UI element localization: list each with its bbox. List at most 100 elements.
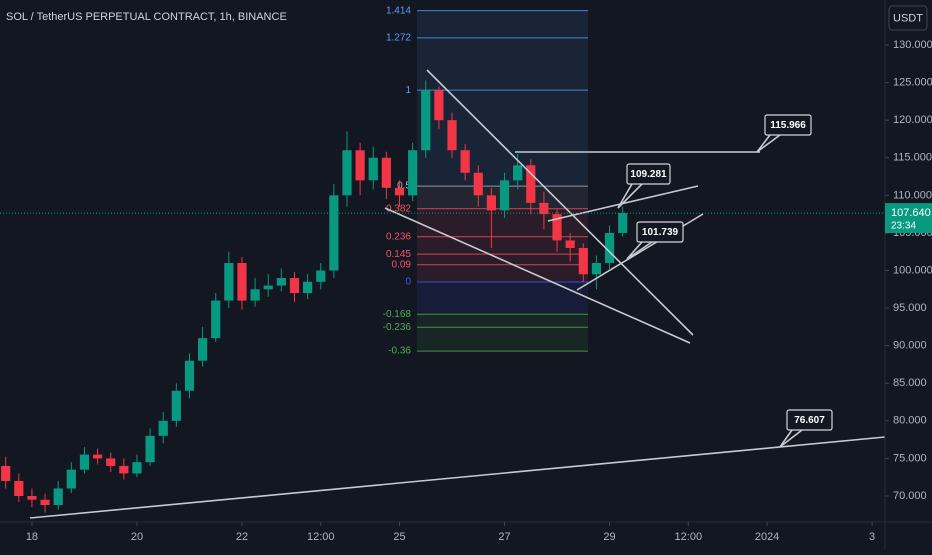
fib-label: 0.236 (386, 231, 411, 242)
candle-body (158, 420, 168, 436)
candle-body (421, 90, 431, 151)
callout: 115.966 (756, 114, 812, 153)
currency-label: USDT (893, 12, 923, 24)
x-tick-label: 29 (603, 531, 615, 543)
x-tick-label: 25 (393, 531, 405, 543)
candle-body (460, 150, 470, 173)
last-price-label: 107.640 (891, 207, 931, 219)
candle-body (171, 390, 181, 421)
fib-band (417, 264, 588, 283)
candle-body (604, 232, 615, 263)
candle-body (211, 300, 221, 339)
candle-body (263, 285, 273, 290)
candle-body (184, 360, 195, 391)
candle-body (618, 213, 628, 233)
x-tick-label: 27 (498, 531, 510, 543)
y-tick-label: 75.000 (893, 452, 927, 464)
x-tick-label: 12:00 (675, 531, 703, 543)
candle-body (316, 270, 326, 282)
candle-body (565, 240, 575, 248)
fib-band (417, 236, 588, 255)
candle-body (381, 157, 391, 188)
fib-label: 0 (405, 277, 411, 288)
candle-body (92, 454, 103, 459)
y-tick-label: 120.000 (893, 114, 932, 126)
candle-body (14, 480, 24, 496)
fib-band (417, 10, 588, 38)
callout: 109.281 (617, 163, 671, 209)
candle-body (53, 488, 63, 506)
y-tick-label: 80.000 (893, 415, 927, 427)
candle-body (578, 247, 588, 275)
fib-label: 1.414 (386, 5, 411, 16)
y-tick-label: 90.000 (893, 340, 927, 352)
candle-body (552, 214, 562, 241)
x-tick-label: 22 (236, 531, 248, 543)
y-tick-label: 100.000 (893, 264, 932, 276)
candle-body (289, 278, 300, 294)
candle-body (394, 187, 405, 196)
y-tick-label: 125.000 (893, 77, 932, 89)
x-tick-label: 20 (131, 531, 143, 543)
candle-body (473, 172, 483, 196)
candle-body (79, 454, 90, 470)
candle-body (526, 165, 536, 203)
last-price-tag (885, 203, 932, 234)
candle-body (198, 338, 208, 361)
candle-body (447, 120, 457, 151)
candle-body (276, 278, 286, 286)
candle-body (106, 458, 116, 466)
fib-label: -0.36 (388, 346, 411, 357)
fib-band (417, 314, 588, 328)
callout: 101.739 (626, 221, 684, 260)
candle-body (486, 195, 496, 211)
currency-button[interactable] (888, 5, 928, 31)
candle-body (119, 465, 129, 474)
x-tick-label: 18 (26, 531, 38, 543)
candle-body (355, 150, 365, 181)
y-tick-label: 95.000 (893, 302, 927, 314)
candle-body (513, 165, 523, 181)
fib-label: 0.09 (392, 259, 412, 270)
fib-label: 0.382 (386, 203, 411, 214)
candle-body (434, 90, 444, 121)
candle-body (499, 180, 510, 211)
callout-label: 76.607 (794, 415, 825, 426)
candle-body (539, 202, 549, 215)
candle-body (1, 465, 11, 481)
y-tick-label: 85.000 (893, 377, 927, 389)
callout-label: 115.966 (770, 120, 806, 131)
candle-body (145, 435, 155, 463)
y-tick-label: 115.000 (893, 152, 932, 164)
countdown-label: 23:34 (891, 221, 916, 232)
candle-body (303, 281, 313, 294)
x-tick-label: 12:00 (307, 531, 335, 543)
chart-title: SOL / TetherUS PERPETUAL CONTRACT, 1h, B… (6, 11, 287, 23)
candle-body (40, 499, 50, 506)
fib-band (417, 37, 588, 91)
candle-body (250, 289, 260, 301)
fib-band (417, 327, 588, 352)
candle-body (329, 195, 339, 271)
fib-label: 1.272 (386, 33, 411, 44)
y-tick-label: 110.000 (893, 189, 932, 201)
callout-label: 109.281 (630, 169, 667, 180)
fib-band (417, 282, 588, 315)
fib-label: 0.5 (397, 181, 411, 192)
fib-band (417, 208, 588, 237)
fib-label: -0.168 (383, 309, 412, 320)
trend-line (426, 69, 694, 336)
fib-label: 0.145 (386, 249, 411, 260)
fib-label: -0.236 (383, 322, 412, 333)
trend-line (384, 207, 691, 344)
drawings: 115.966 109.281 101.739 76.607 (29, 69, 886, 519)
candle-body (66, 469, 76, 489)
trend-line (29, 436, 886, 519)
candle-body (342, 150, 352, 196)
y-tick-label: 70.000 (893, 490, 927, 502)
x-tick-label: 3 (869, 531, 875, 543)
fib-band (417, 90, 588, 187)
y-tick-label: 130.000 (893, 39, 932, 51)
